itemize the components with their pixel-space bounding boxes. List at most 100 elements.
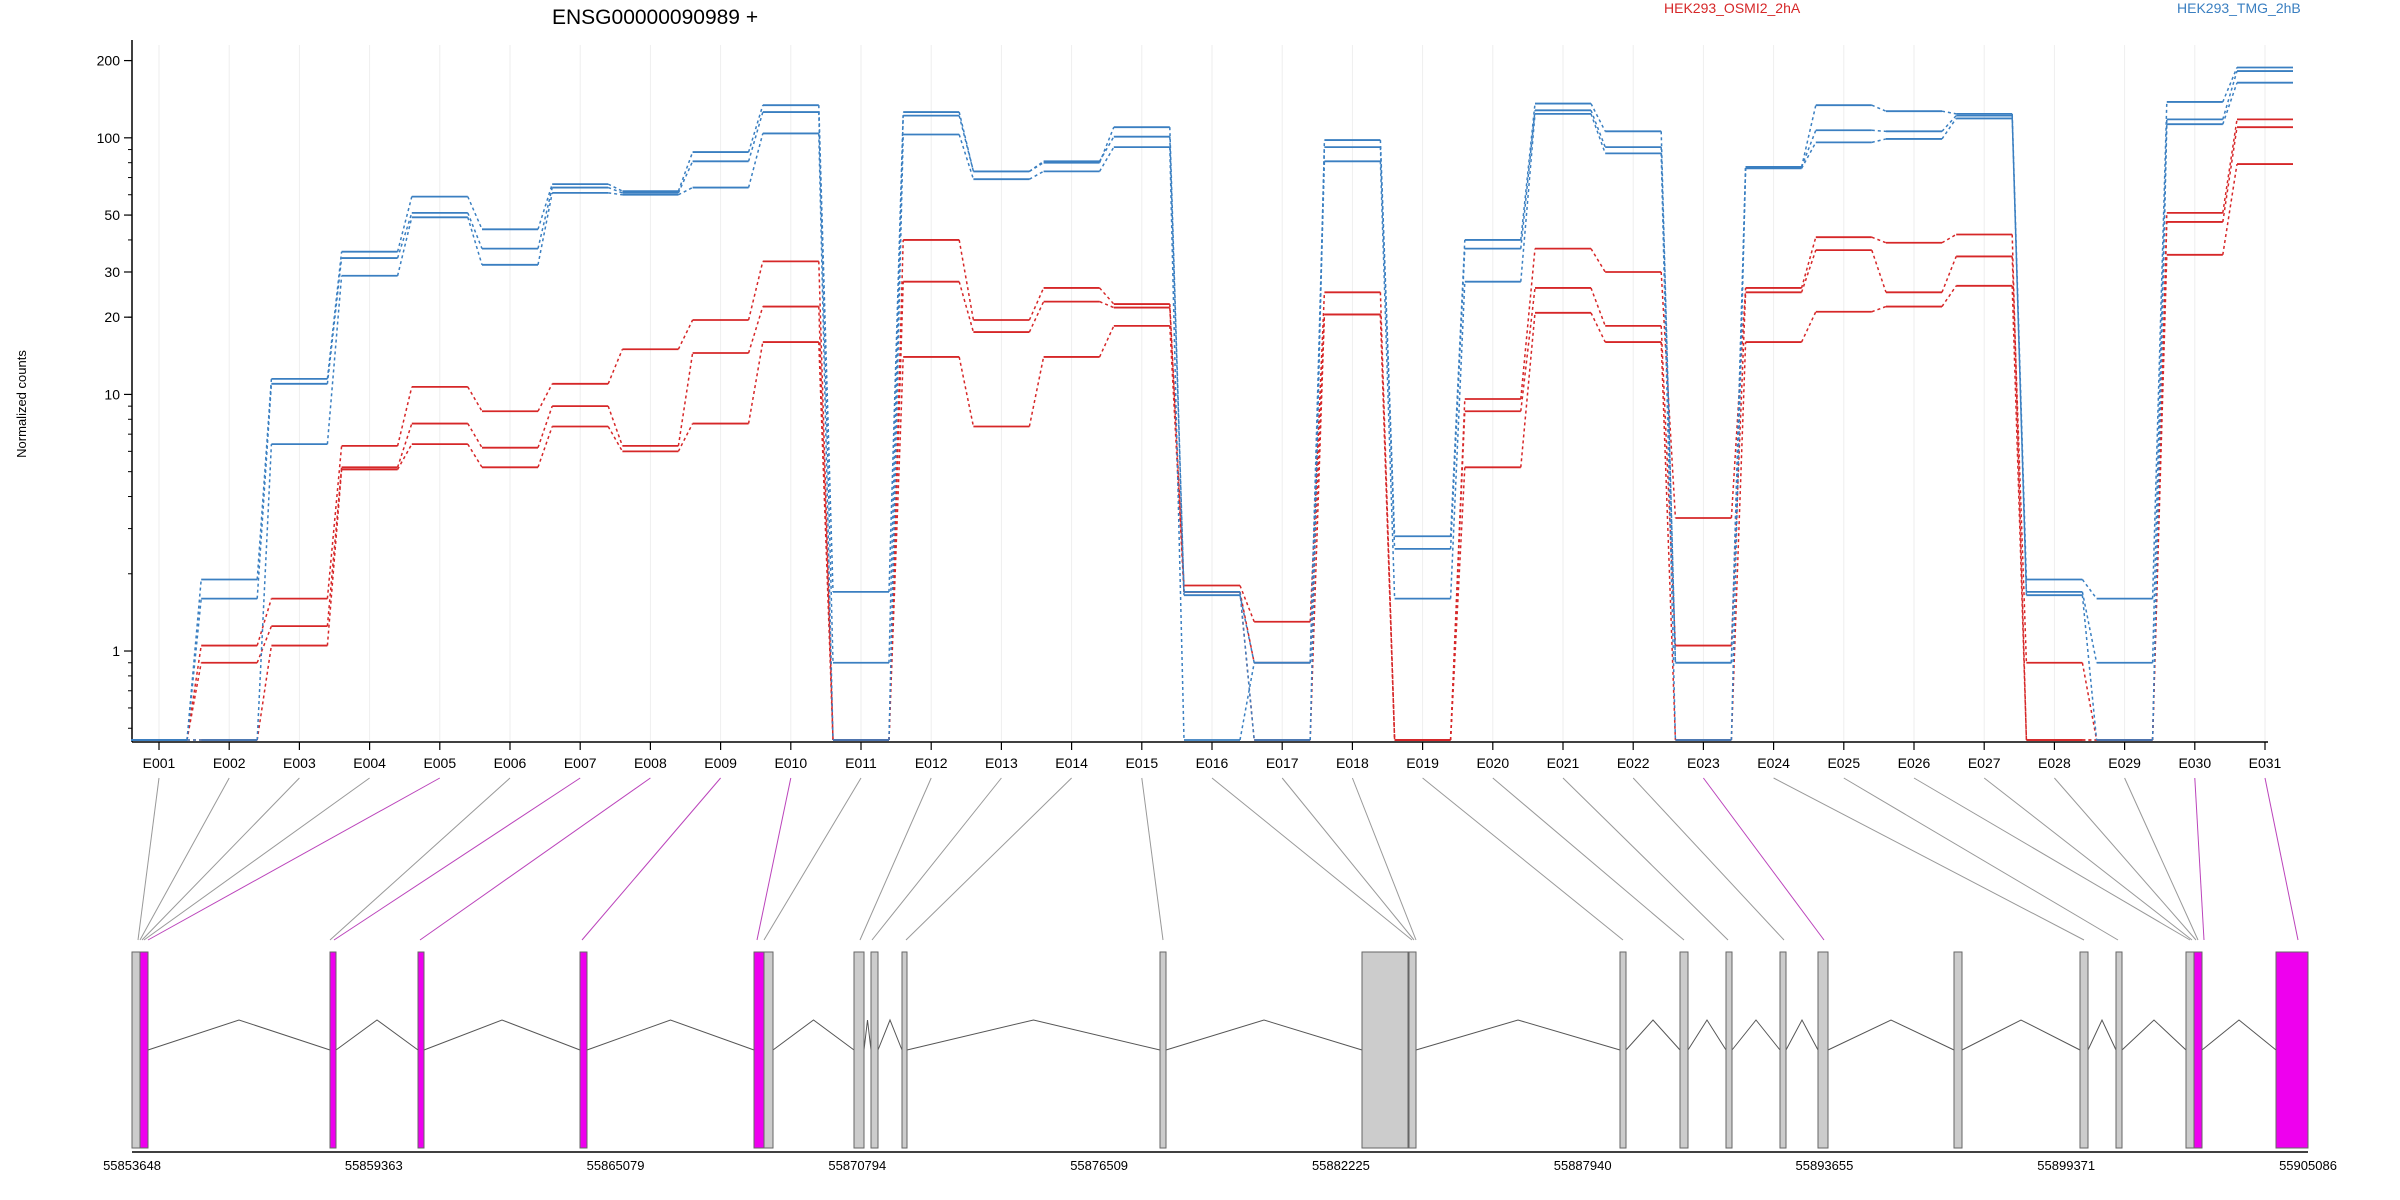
series-connector — [818, 133, 834, 741]
series-connector — [1379, 314, 1396, 741]
series-connector — [1660, 342, 1677, 741]
series-connector — [186, 645, 202, 741]
series-connector — [1520, 103, 1536, 241]
x-tick-label: E013 — [985, 755, 1018, 771]
series-connector — [1871, 138, 1887, 144]
intron-line — [1625, 1019, 1681, 1051]
series-connector — [1871, 129, 1887, 133]
genomic-coordinate-label: 55893655 — [1796, 1158, 1854, 1173]
series-connector — [1800, 130, 1817, 168]
exon-connector — [1983, 777, 2193, 941]
series-connector — [747, 104, 764, 153]
x-tick-label: E016 — [1196, 755, 1229, 771]
series-connector — [2011, 256, 2028, 663]
y-tick-label: 100 — [97, 130, 121, 146]
series-connector — [1098, 136, 1115, 162]
exon-block — [2079, 951, 2089, 1149]
x-tick-label: E030 — [2178, 755, 2211, 771]
exon-connector — [333, 777, 581, 941]
series-connector — [1800, 105, 1817, 168]
intron-line — [2121, 1019, 2187, 1051]
series-connector — [1028, 356, 1045, 427]
series-connector — [467, 212, 483, 249]
series-connector — [396, 212, 413, 259]
series-connector — [1099, 287, 1115, 305]
series-connector — [1941, 285, 1957, 307]
series-connector — [1239, 591, 1255, 741]
series-connector — [1941, 110, 1957, 115]
exon-block — [329, 951, 337, 1149]
series-connector — [256, 378, 273, 580]
series-connector — [888, 281, 904, 741]
series-connector — [326, 445, 343, 599]
x-tick-label: E008 — [634, 755, 667, 771]
intron-line — [1165, 1019, 1363, 1051]
intron-line — [147, 1019, 331, 1051]
legend-label-tmg: HEK293_TMG_2hB — [2177, 0, 2301, 16]
series-connector — [256, 645, 273, 741]
x-tick-label: E003 — [283, 755, 316, 771]
series-connector — [2081, 591, 2098, 663]
exon-block — [870, 951, 879, 1149]
x-tick-label: E006 — [494, 755, 527, 771]
series-connector — [186, 598, 202, 741]
x-tick-label: E027 — [1968, 755, 2001, 771]
series-connector — [326, 275, 343, 445]
x-tick-label: E017 — [1266, 755, 1299, 771]
intron-line — [1961, 1019, 2081, 1051]
exon-block — [2275, 951, 2309, 1149]
series-connector — [1309, 161, 1326, 663]
intron-line — [423, 1019, 581, 1051]
series-connector — [1169, 136, 1185, 596]
x-tick-label: E029 — [2108, 755, 2141, 771]
exon-block — [1817, 951, 1829, 1149]
plot-area: 1 10 20 30 50 100 200 E001 E002 E003 E004 E005 E006 E… — [97, 40, 2293, 771]
genomic-coordinate-label: 55859363 — [345, 1158, 403, 1173]
series-connector — [677, 319, 694, 350]
series-connector — [1169, 325, 1185, 592]
series-connector — [256, 598, 273, 646]
exon-connector — [2124, 777, 2199, 941]
exon-connector — [1281, 777, 1415, 941]
series-connector — [1800, 142, 1817, 169]
series-connector — [677, 423, 694, 452]
series-connector — [1800, 311, 1817, 343]
series-connector — [1800, 236, 1817, 289]
series-connector — [1660, 271, 1677, 519]
x-tick-label: E023 — [1687, 755, 1720, 771]
series-connector — [818, 112, 834, 663]
exon-block — [1408, 951, 1417, 1149]
intron-line — [877, 1018, 903, 1051]
intron-line — [2087, 1018, 2117, 1051]
series-connector — [326, 469, 343, 646]
series-connector — [537, 405, 553, 448]
series-connector — [2011, 285, 2028, 741]
exon-block — [579, 951, 588, 1149]
series-connector — [1520, 113, 1536, 282]
series-connector — [1871, 236, 1887, 244]
series-connector — [888, 112, 904, 592]
y-tick-label: 200 — [97, 53, 121, 69]
intron-line — [1785, 1018, 1819, 1051]
series-connector — [607, 183, 623, 192]
series-connector — [747, 306, 764, 354]
y-tick-label: 20 — [104, 309, 120, 325]
exon-block — [1159, 951, 1167, 1149]
series-connector — [1379, 140, 1396, 537]
series-connector — [1660, 131, 1677, 663]
y-axis-label: Normalized counts — [14, 350, 29, 458]
series-connector — [747, 111, 764, 162]
x-tick-label: E010 — [774, 755, 807, 771]
series-line — [131, 81, 2293, 741]
genomic-coordinate-label: 55882225 — [1312, 1158, 1370, 1173]
intron-line — [906, 1019, 1161, 1051]
series-connector — [2011, 115, 2028, 592]
series-connector — [1379, 147, 1396, 549]
series-connector — [1590, 287, 1606, 327]
series-connector — [1590, 113, 1606, 154]
series-connector — [1099, 300, 1115, 309]
intron-line — [2201, 1019, 2277, 1051]
genomic-coordinate-label: 55865079 — [587, 1158, 645, 1173]
series-connector — [467, 443, 483, 468]
